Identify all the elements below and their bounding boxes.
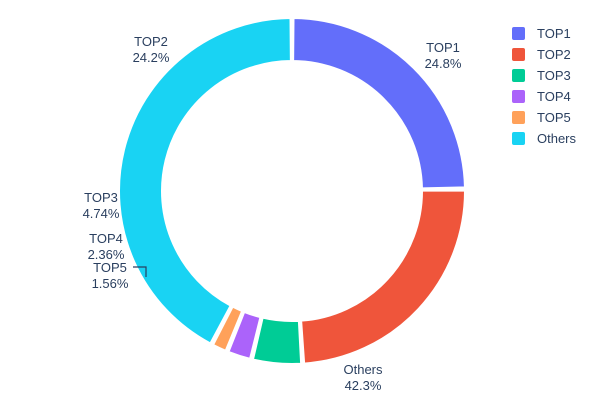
legend-item-label: TOP5 xyxy=(537,110,571,125)
slice-label-top1: TOP1 24.8% xyxy=(425,40,462,71)
donut-slice-top4[interactable] xyxy=(227,310,262,361)
legend-item-top4[interactable]: TOP4 xyxy=(512,87,596,106)
chart-legend[interactable]: TOP1 TOP2 TOP3 TOP4 TOP5 Others xyxy=(512,24,596,150)
donut-leader-lines xyxy=(133,266,147,277)
legend-swatch-icon xyxy=(512,132,525,145)
donut-slice-labels: TOP1 24.8% TOP2 24.2% TOP3 4.74% TOP4 2.36%TOP5… xyxy=(83,34,462,393)
legend-swatch-icon xyxy=(512,90,525,103)
legend-item-top1[interactable]: TOP1 xyxy=(512,24,596,43)
donut-slice-others[interactable] xyxy=(118,16,292,345)
legend-item-top2[interactable]: TOP2 xyxy=(512,45,596,64)
donut-slices[interactable] xyxy=(118,16,466,365)
donut-slice-top3[interactable] xyxy=(251,316,303,365)
slice-label-top2: TOP2 24.2% xyxy=(133,34,170,65)
slice-label-top5: TOP5 1.56% xyxy=(92,260,129,291)
legend-swatch-icon xyxy=(512,48,525,61)
donut-slice-top1[interactable] xyxy=(292,16,466,190)
legend-item-label: TOP1 xyxy=(537,26,571,41)
legend-swatch-icon xyxy=(512,69,525,82)
legend-swatch-icon xyxy=(512,111,525,124)
legend-item-others[interactable]: Others xyxy=(512,129,596,148)
slice-label-top4: TOP4 2.36% xyxy=(88,231,125,262)
donut-slice-top2[interactable] xyxy=(300,189,466,365)
slice-label-others: Others 42.3% xyxy=(343,362,383,393)
legend-item-label: TOP4 xyxy=(537,89,571,104)
donut-slice-top5[interactable] xyxy=(211,305,244,353)
legend-item-label: TOP2 xyxy=(537,47,571,62)
legend-item-label: Others xyxy=(537,131,577,146)
leader-line-top5 xyxy=(133,266,147,277)
legend-item-top3[interactable]: TOP3 xyxy=(512,66,596,85)
legend-item-label: TOP3 xyxy=(537,68,571,83)
legend-item-top5[interactable]: TOP5 xyxy=(512,108,596,127)
slice-label-top3: TOP3 4.74% xyxy=(83,190,120,221)
legend-swatch-icon xyxy=(512,27,525,40)
